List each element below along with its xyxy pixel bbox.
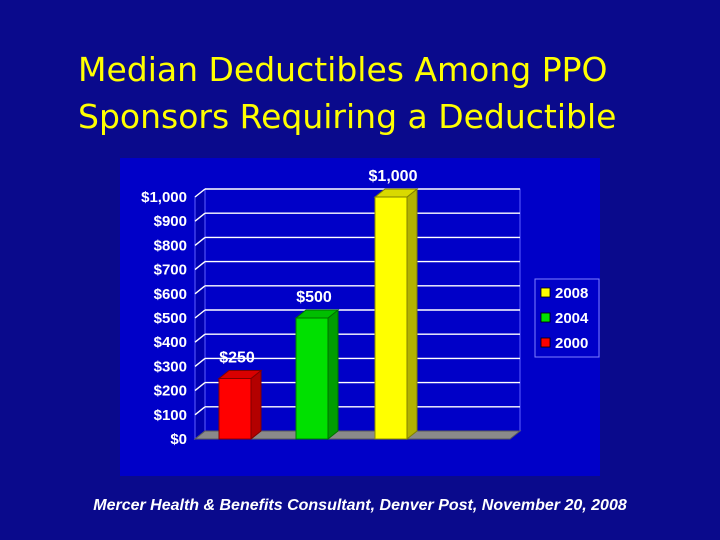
bar-front (218, 378, 252, 440)
y-tick-label: $900 (154, 213, 187, 230)
gridline-side (194, 236, 206, 246)
y-tick-label: $0 (170, 431, 187, 448)
bar-front (295, 317, 329, 440)
gridline-side (194, 357, 206, 367)
y-tick-label: $700 (154, 262, 187, 279)
chart-legend: 2008 2004 2000 (534, 278, 600, 358)
legend-label-2004: 2004 (555, 310, 589, 327)
bar-data-label: $250 (219, 350, 255, 367)
bar-2008: $1,000 (369, 168, 419, 441)
y-tick-label: $200 (154, 383, 187, 400)
gridline-side (194, 261, 206, 271)
bar-2004: $500 (294, 289, 340, 441)
y-tick-label: $800 (154, 237, 187, 254)
y-tick-label: $300 (154, 358, 187, 375)
bar-data-label: $1,000 (369, 168, 418, 185)
deductible-bar-chart: $0 $100 $200 $300 $400 $500 $600 $700 $800 $900 $1… (141, 168, 600, 448)
gridline-side (194, 382, 206, 392)
y-tick-label: $1,000 (141, 189, 187, 206)
gridline-side (194, 188, 206, 198)
legend-swatch-2004 (540, 312, 551, 323)
legend-label-2000: 2000 (555, 335, 588, 352)
bar-data-label: $500 (296, 289, 332, 306)
bar-front (374, 196, 408, 440)
bar-top (373, 188, 419, 198)
gridline-side (194, 406, 206, 416)
slide-title-line-1: Median Deductibles Among PPO (78, 50, 608, 89)
gridline-side (194, 333, 206, 343)
bar-top (294, 309, 340, 319)
y-tick-label: $500 (154, 310, 187, 327)
gridline-side (194, 285, 206, 295)
y-tick-label: $600 (154, 286, 187, 303)
y-tick-label: $400 (154, 334, 187, 351)
legend-swatch-2008 (540, 287, 551, 298)
bar-top (217, 370, 263, 379)
bar-2000: $250 (217, 350, 263, 441)
slide-title: Median Deductibles Among PPO Sponsors Re… (78, 46, 698, 140)
bar-side (250, 369, 262, 441)
gridline-side (194, 309, 206, 319)
legend-label-2008: 2008 (555, 285, 588, 302)
slide-title-line-2: Sponsors Requiring a Deductible (78, 97, 617, 136)
gridline-side (194, 212, 206, 222)
bar-side (327, 308, 339, 441)
legend-swatch-2000 (540, 337, 551, 348)
y-tick-label: $100 (154, 407, 187, 424)
bar-side (406, 187, 418, 441)
source-caption: Mercer Health & Benefits Consultant, Den… (93, 497, 627, 514)
